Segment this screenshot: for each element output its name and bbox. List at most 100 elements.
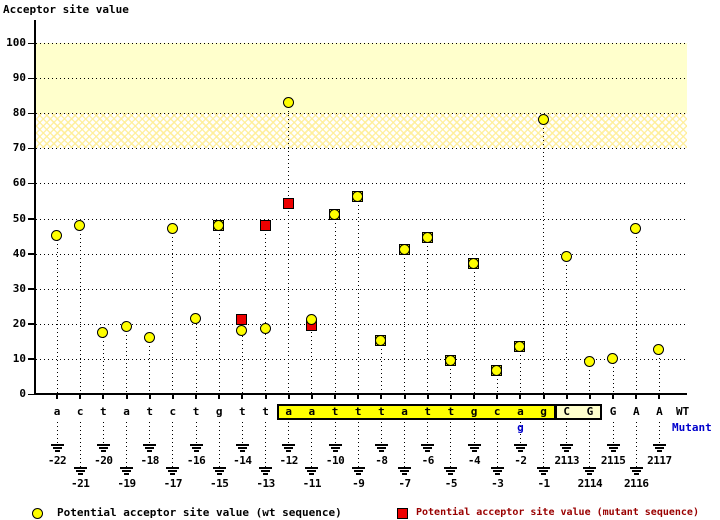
ground-icon: [214, 470, 224, 472]
wt-point: [213, 219, 225, 231]
x-tick: [426, 395, 429, 399]
ground-icon: [376, 447, 386, 449]
ground-icon: [629, 467, 643, 469]
base-letter: C: [563, 405, 571, 418]
ground-icon: [259, 467, 273, 469]
ground-icon: [631, 470, 641, 472]
ground-icon: [282, 444, 296, 446]
mutant-row-label: Mutant: [672, 421, 712, 434]
sequence-stem: [149, 422, 151, 444]
sequence-stem: [635, 422, 637, 467]
y-tick-label: 0: [19, 387, 26, 400]
ground-icon: [143, 444, 157, 446]
point-stem: [427, 237, 429, 394]
sequence-stem: [612, 422, 614, 444]
point-stem: [404, 250, 406, 394]
wt-point: [282, 96, 294, 108]
x-tick: [264, 395, 267, 399]
sequence-stem: [56, 422, 58, 444]
ground-icon: [52, 447, 62, 449]
point-stem: [79, 225, 81, 394]
y-tick-label: 70: [12, 141, 26, 155]
wt-point: [74, 219, 86, 231]
position-label: 2115: [600, 454, 626, 467]
point-stem: [126, 327, 127, 394]
ground-icon: [469, 447, 479, 449]
x-tick: [588, 395, 591, 399]
base-letter: c: [76, 405, 84, 418]
base-letter: a: [53, 405, 61, 418]
base-letter: A: [656, 405, 663, 418]
base-letter: t: [447, 405, 455, 418]
y-tick: [28, 358, 35, 360]
point-stem: [496, 371, 498, 394]
ground-icon: [471, 450, 477, 452]
position-label: -21: [70, 477, 90, 490]
position-label: -18: [140, 454, 159, 467]
ground-icon: [562, 447, 572, 449]
ground-icon: [541, 473, 547, 475]
sequence-stem: [79, 422, 81, 467]
point-stem: [612, 358, 614, 394]
ground-icon: [448, 473, 454, 475]
sequence-stem: [519, 422, 521, 444]
y-tick: [28, 147, 35, 150]
ground-icon: [193, 450, 199, 452]
ground-icon: [560, 444, 574, 446]
sequence-stem: [126, 422, 127, 467]
point-stem: [658, 350, 660, 394]
point-stem: [149, 337, 151, 394]
x-tick: [148, 395, 151, 399]
ground-icon: [216, 473, 222, 475]
gridline: [36, 43, 687, 44]
point-stem: [56, 236, 58, 394]
point-stem: [357, 197, 359, 394]
point-stem: [241, 320, 243, 394]
mutation-base-label: g: [517, 421, 524, 434]
position-label: -22: [47, 454, 67, 467]
ground-icon: [421, 444, 435, 446]
sequence-stem: [334, 422, 336, 444]
ground-icon: [537, 467, 551, 469]
mutant-point: [236, 314, 248, 326]
wt-point: [375, 335, 387, 347]
wt-point: [468, 258, 480, 270]
ground-icon: [398, 467, 412, 469]
x-tick: [310, 395, 313, 399]
wt-point: [607, 352, 619, 364]
base-letter: a: [308, 405, 316, 418]
sequence-stem: [102, 422, 104, 444]
ground-icon: [96, 444, 110, 446]
base-letter: t: [239, 405, 246, 418]
base-letter: a: [123, 405, 130, 418]
x-axis-line: [34, 393, 687, 395]
base-letter: g: [540, 405, 547, 418]
gridline: [36, 358, 687, 360]
x-tick: [612, 395, 615, 399]
ground-icon: [50, 444, 64, 446]
ground-icon: [124, 473, 129, 475]
ground-icon: [120, 467, 133, 469]
x-tick: [241, 395, 244, 399]
ground-icon: [284, 447, 294, 449]
legend-wt-label: Potential acceptor site value (wt sequen…: [57, 506, 342, 519]
ground-icon: [606, 444, 620, 446]
position-label: -16: [186, 454, 206, 467]
base-letter: c: [169, 405, 177, 418]
position-label: -1: [537, 477, 550, 490]
position-label: -19: [117, 477, 136, 490]
position-label: -20: [94, 454, 113, 467]
position-label: -10: [325, 454, 345, 467]
ground-icon: [490, 467, 504, 469]
wt-point: [143, 331, 155, 343]
x-tick: [56, 395, 58, 399]
wt-point: [560, 251, 572, 263]
ground-icon: [261, 470, 271, 472]
sequence-stem: [450, 422, 452, 467]
y-tick-label: 90: [12, 71, 26, 85]
wt-point: [166, 223, 178, 235]
ground-icon: [355, 473, 361, 475]
x-tick: [195, 395, 198, 399]
position-label: -3: [491, 477, 504, 490]
